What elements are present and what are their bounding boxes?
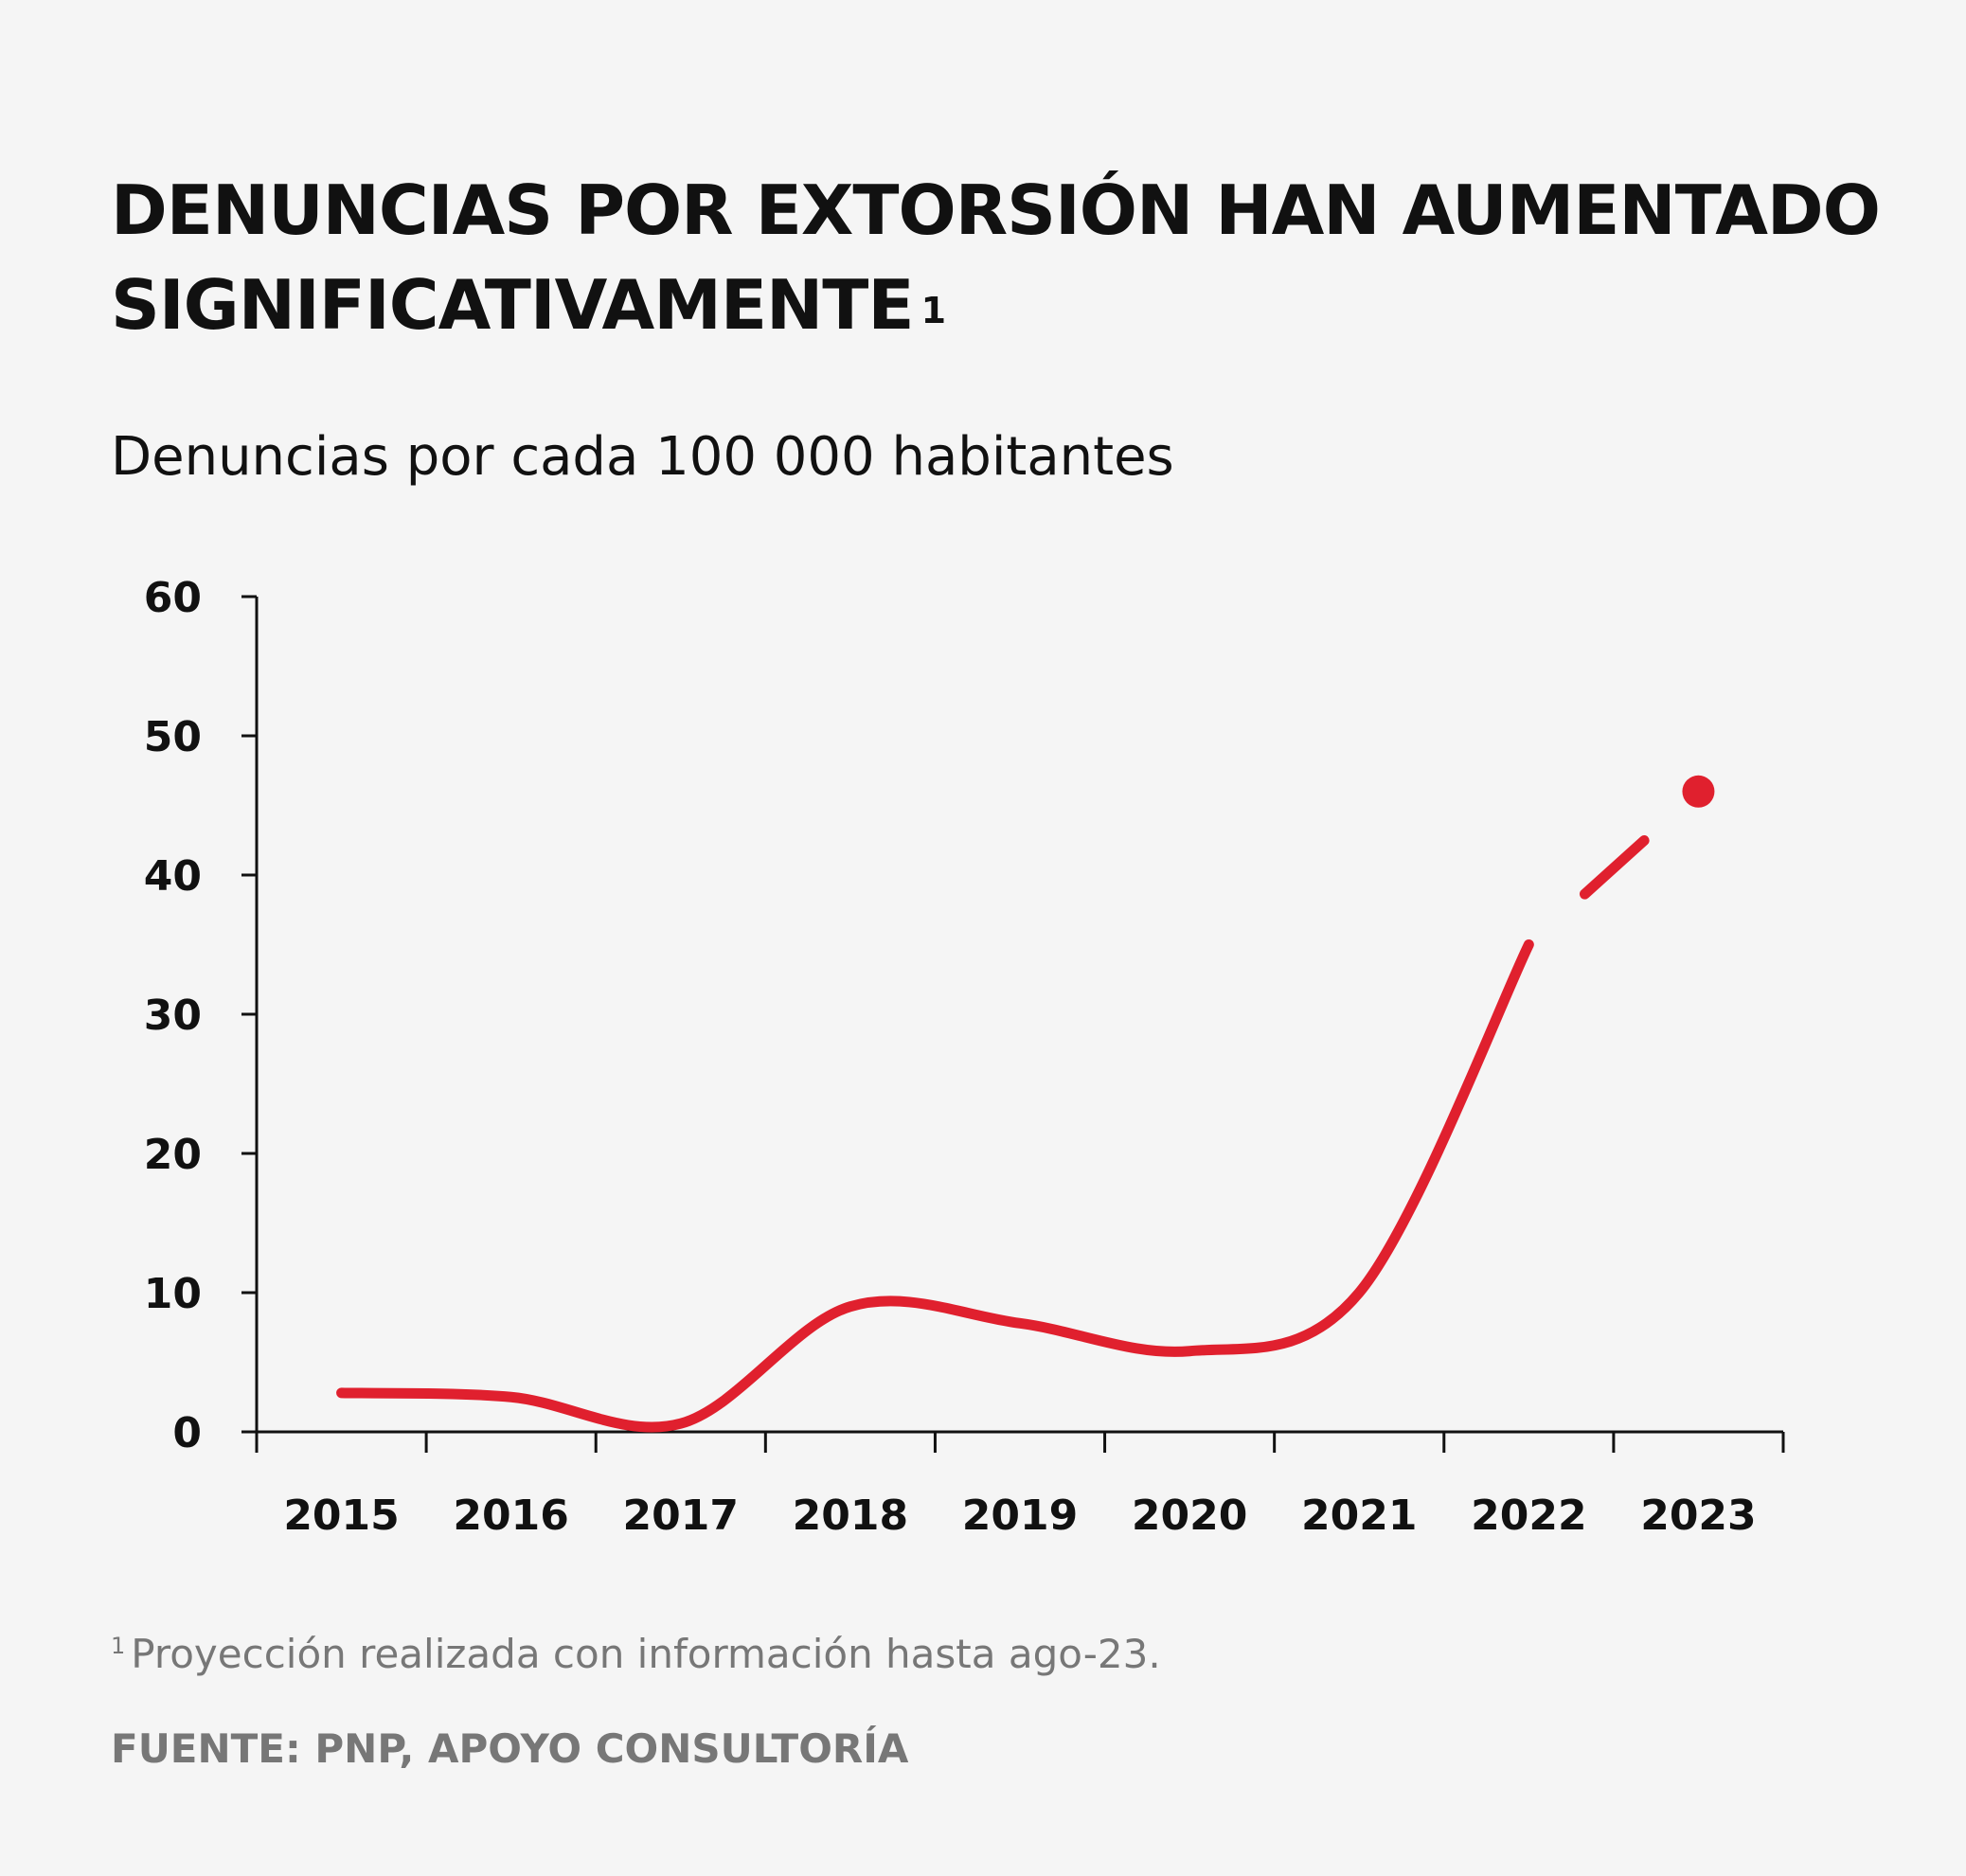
x-tick-label: 2018	[793, 1492, 908, 1540]
last-point-marker	[1682, 775, 1715, 808]
x-tick-label: 2021	[1301, 1492, 1417, 1540]
y-tick-label: 20	[144, 1131, 202, 1179]
y-tick-label: 10	[144, 1270, 202, 1318]
x-tick-label: 2017	[623, 1492, 739, 1540]
series-line	[336, 939, 1534, 1433]
x-tick-label: 2015	[283, 1492, 399, 1540]
footnote: 1 Proyección realizada con información ha…	[111, 1631, 1161, 1677]
y-tick-label: 40	[144, 852, 202, 901]
y-tick-label: 60	[144, 574, 202, 622]
projection-dash	[1579, 835, 1650, 900]
footnote-mark: 1	[111, 1633, 126, 1659]
x-tick-label: 2023	[1640, 1492, 1756, 1540]
title-footnote-mark: 1	[920, 290, 946, 331]
x-tick-label: 2019	[962, 1492, 1078, 1540]
y-tick-label: 30	[144, 992, 202, 1040]
x-tick-label: 2020	[1132, 1492, 1247, 1540]
chart-title-text: DENUNCIAS POR EXTORSIÓN HAN AUMENTADO SI…	[111, 170, 1881, 345]
x-tick-label: 2022	[1471, 1492, 1586, 1540]
footnote-text: Proyección realizada con información has…	[131, 1631, 1161, 1677]
line-chart: 0 10 20 30 40 50 60 2015 2016 2017 2018 2019 2020 202…	[144, 574, 1785, 1540]
y-tick-label: 0	[172, 1409, 202, 1457]
x-tick-label: 2016	[453, 1492, 568, 1540]
y-tick-label: 50	[144, 713, 202, 761]
chart-title: DENUNCIAS POR EXTORSIÓN HAN AUMENTADO SI…	[111, 163, 1910, 352]
source-line: FUENTE: PNP, APOYO CONSULTORÍA	[111, 1725, 909, 1772]
chart-subtitle: Denuncias por cada 100 000 habitantes	[111, 426, 1174, 488]
